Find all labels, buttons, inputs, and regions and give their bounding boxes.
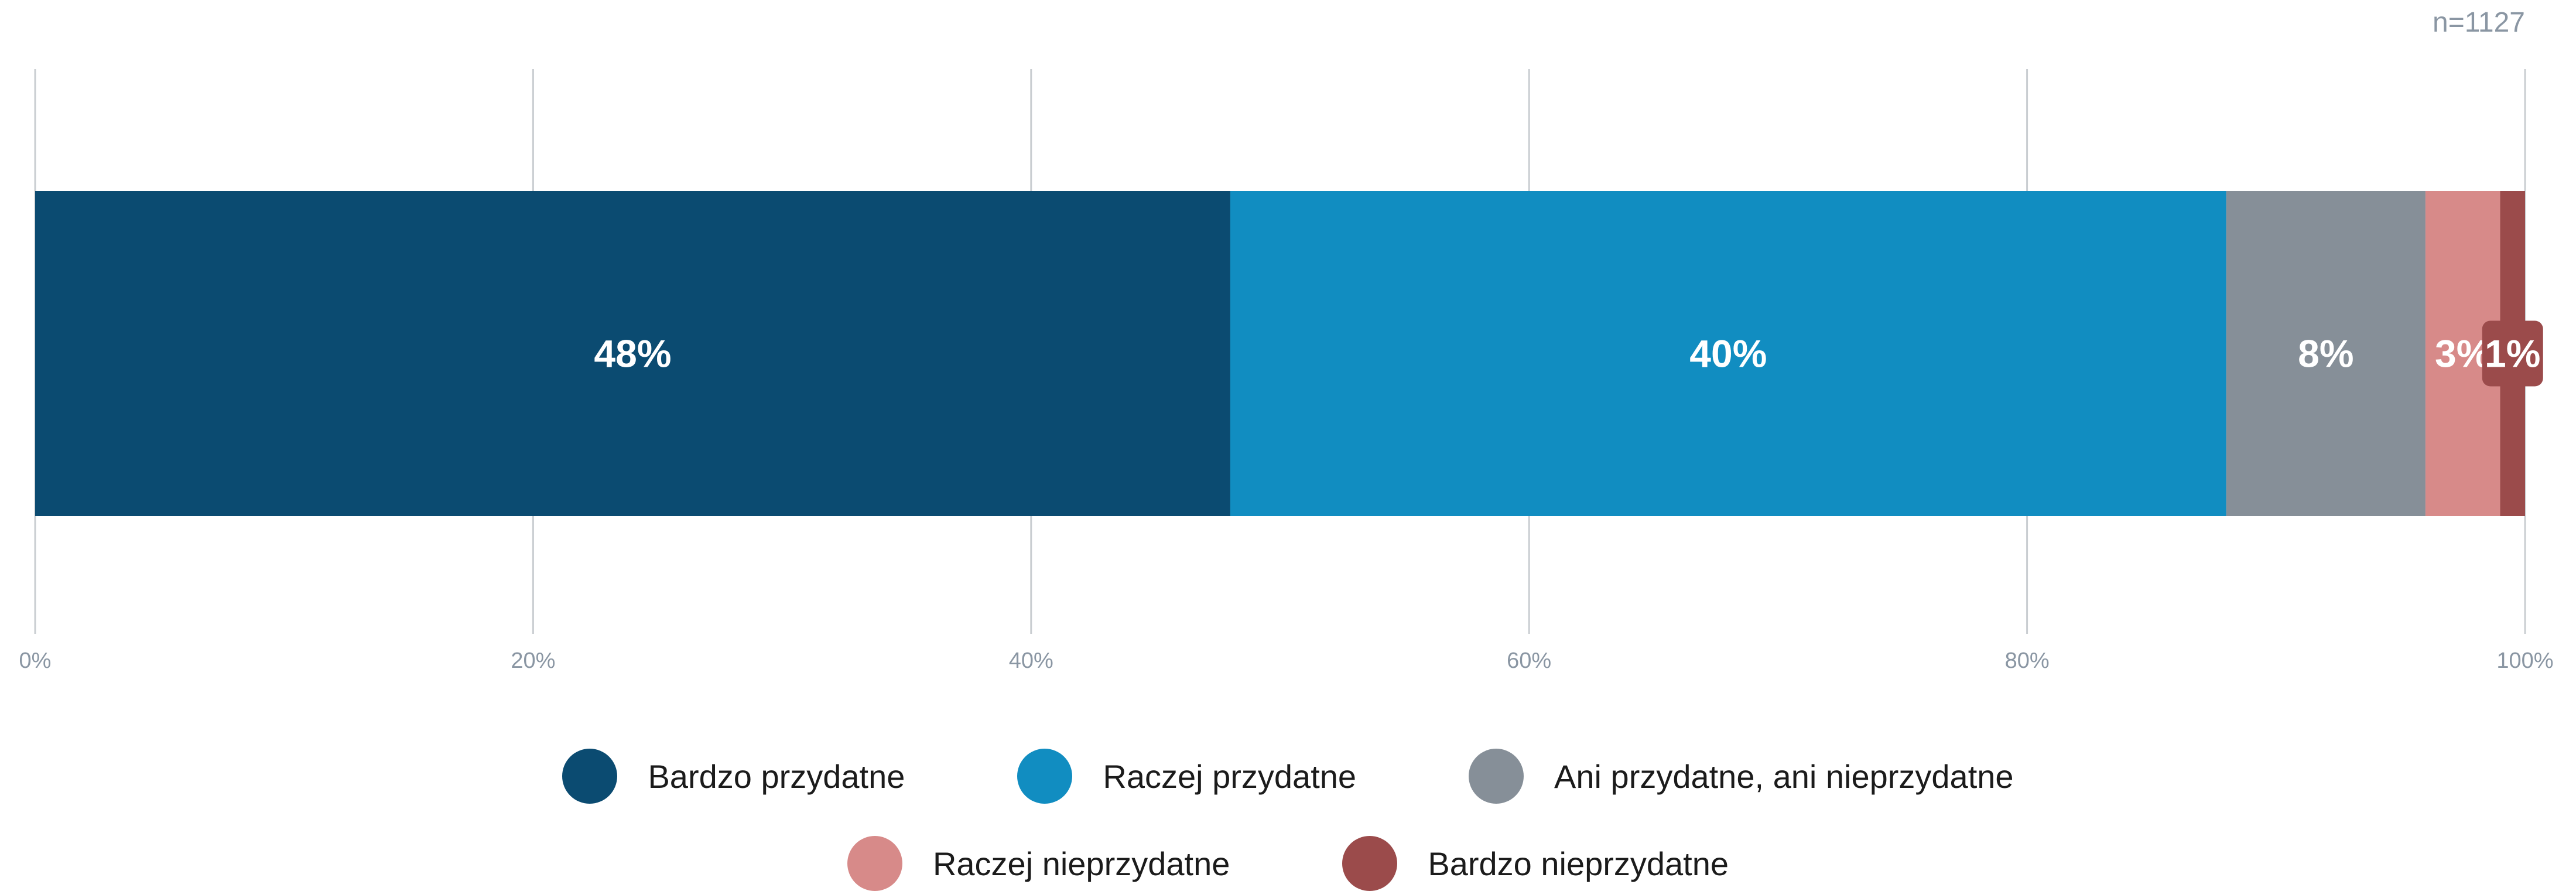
legend-item-raczej-przydatne: Raczej przydatne [1017, 749, 1356, 804]
x-tick-label: 40% [1009, 648, 1053, 673]
legend-label: Raczej przydatne [1103, 757, 1357, 795]
legend-swatch [847, 836, 902, 891]
x-tick-label: 60% [1507, 648, 1551, 673]
legend-row-1: Bardzo przydatne Raczej przydatne Ani pr… [0, 749, 2576, 804]
bar-data-label: 3% [2435, 332, 2491, 375]
bar-segments [35, 191, 2525, 516]
x-tick-label: 80% [2005, 648, 2050, 673]
bar-segment-1 [1230, 191, 2226, 516]
bar-data-label: 40% [1689, 332, 1767, 375]
legend-item-raczej-nieprzydatne: Raczej nieprzydatne [847, 836, 1230, 891]
legend-label: Bardzo nieprzydatne [1428, 845, 1729, 882]
legend-swatch [1342, 836, 1398, 891]
legend-row-2: Raczej nieprzydatne Bardzo nieprzydatne [0, 836, 2576, 891]
bar-data-label: 1% [2485, 332, 2540, 375]
bar-label-callout [2482, 320, 2543, 387]
legend-item-bardzo-nieprzydatne: Bardzo nieprzydatne [1342, 836, 1729, 891]
legend-swatch [562, 749, 618, 804]
legend-item-ani-przydatne: Ani przydatne, ani nieprzydatne [1469, 749, 2014, 804]
bar-data-label: 8% [2298, 332, 2353, 375]
x-tick-label: 20% [511, 648, 555, 673]
bar-segment-2 [2226, 191, 2426, 516]
legend-label: Bardzo przydatne [648, 757, 905, 795]
x-axis-ticks: 0% 20% 40% 60% 80% 100% [19, 648, 2554, 673]
bar-data-label: 48% [594, 332, 671, 375]
bar-segment-0 [35, 191, 1230, 516]
legend-swatch [1017, 749, 1073, 804]
x-tick-label: 100% [2496, 648, 2553, 673]
legend-label: Ani przydatne, ani nieprzydatne [1554, 757, 2014, 795]
legend-item-bardzo-przydatne: Bardzo przydatne [562, 749, 905, 804]
legend-swatch [1469, 749, 1524, 804]
x-tick-label: 0% [19, 648, 52, 673]
bar-data-labels: 48% 40% 8% 3%1% [594, 320, 2543, 387]
sample-size-label: n=1127 [2433, 7, 2525, 38]
legend-label: Raczej nieprzydatne [932, 845, 1230, 882]
